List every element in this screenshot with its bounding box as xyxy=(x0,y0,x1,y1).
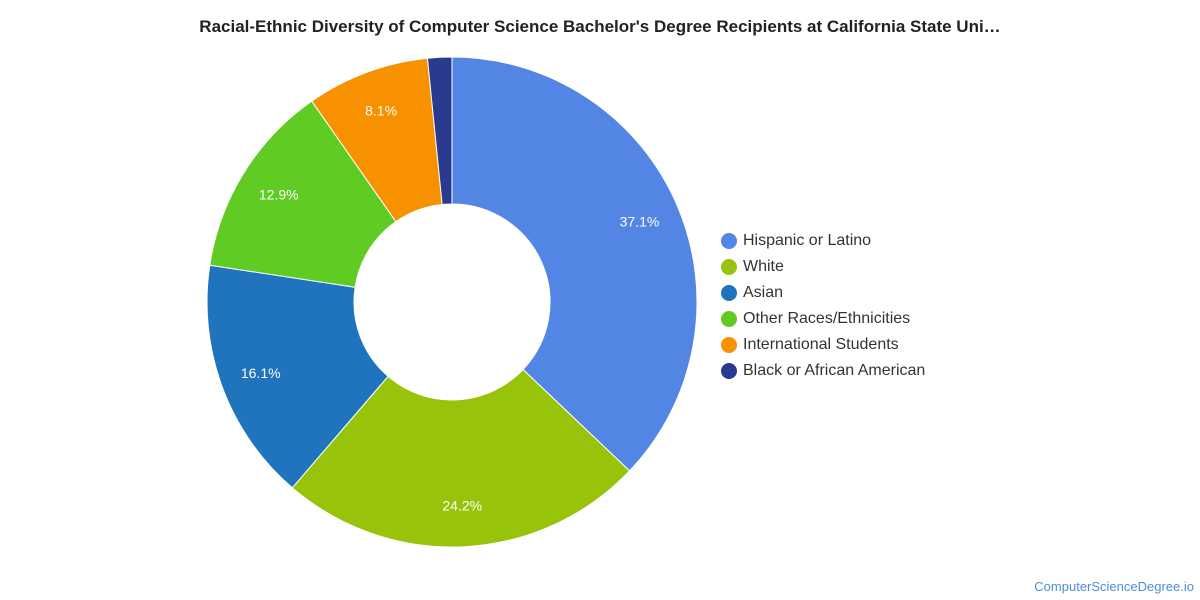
slice-label: 37.1% xyxy=(620,214,660,230)
legend-swatch xyxy=(721,337,737,353)
slice-label: 16.1% xyxy=(241,365,281,381)
site-watermark[interactable]: ComputerScienceDegree.io xyxy=(1034,579,1194,594)
legend-item[interactable]: Black or African American xyxy=(721,358,925,384)
legend-label: Other Races/Ethnicities xyxy=(743,310,911,327)
legend-item[interactable]: Asian xyxy=(721,280,925,306)
slice-label: 12.9% xyxy=(259,186,299,202)
slice-other-races-ethnicities[interactable] xyxy=(209,100,397,288)
legend-swatch xyxy=(721,363,737,379)
chart-title: Racial-Ethnic Diversity of Computer Scie… xyxy=(199,17,1001,36)
legend-swatch xyxy=(721,285,737,301)
legend-label: International Students xyxy=(743,336,899,353)
slice-asian[interactable] xyxy=(206,264,389,489)
legend-label: Asian xyxy=(743,284,784,301)
legend-label: White xyxy=(743,258,784,275)
slices-group xyxy=(206,56,698,548)
slice-white[interactable] xyxy=(291,368,631,548)
legend-swatch xyxy=(721,311,737,327)
legend-item[interactable]: Other Races/Ethnicities xyxy=(721,306,925,332)
slice-black-or-african-american[interactable] xyxy=(426,56,453,206)
legend-item[interactable]: International Students xyxy=(721,332,925,358)
chart-legend: Hispanic or Latino White Asian Other Races/… xyxy=(721,228,925,384)
legend-item[interactable]: White xyxy=(721,254,925,280)
legend-item[interactable]: Hispanic or Latino xyxy=(721,228,925,254)
legend-label: Hispanic or Latino xyxy=(743,232,872,249)
legend-swatch xyxy=(721,259,737,275)
labels-group: 37.1% 24.2% 16.1% 12.9% 8.1% xyxy=(241,103,659,514)
slice-label: 24.2% xyxy=(442,498,482,514)
legend-swatch xyxy=(721,233,737,249)
slice-label: 8.1% xyxy=(365,103,397,119)
legend-label: Black or African American xyxy=(743,362,926,379)
slice-hispanic-or-latino[interactable] xyxy=(451,56,698,472)
